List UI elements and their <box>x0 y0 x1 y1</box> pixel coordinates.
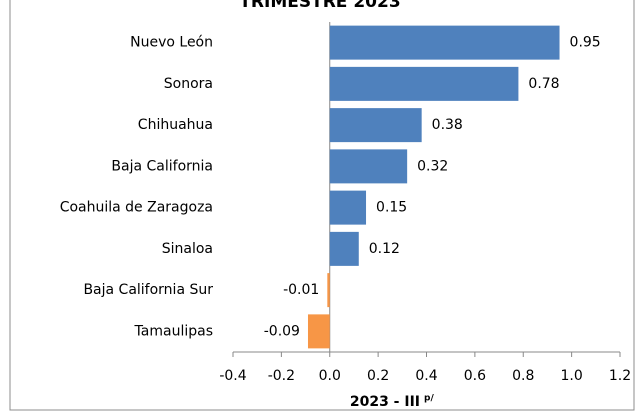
x-tick-label: 0.2 <box>367 368 389 384</box>
bar <box>329 25 560 60</box>
x-tick-label: 0.8 <box>512 368 534 384</box>
chart-frame <box>9 0 635 411</box>
x-tick-label: 1.0 <box>560 368 582 384</box>
value-label: 0.38 <box>432 117 463 133</box>
x-tick-label: -0.2 <box>268 368 295 384</box>
x-tick-label: 0.6 <box>464 368 486 384</box>
chart-title: TRIMESTRE 2023 <box>239 0 400 12</box>
y-tick-label: Baja California <box>111 158 213 174</box>
y-tick-label: Baja California Sur <box>83 282 213 298</box>
bar <box>329 66 519 101</box>
bar <box>329 149 408 184</box>
bar <box>327 273 330 308</box>
x-tick-label: 1.2 <box>609 368 631 384</box>
x-axis-label-note: p/ <box>424 394 434 404</box>
x-tick-label: 0.4 <box>415 368 437 384</box>
value-label: -0.09 <box>264 323 300 339</box>
y-tick-label: Coahuila de Zaragoza <box>60 200 213 216</box>
bar <box>307 314 330 349</box>
x-tick-label: -0.4 <box>219 368 246 384</box>
y-tick-label: Nuevo León <box>130 35 213 51</box>
value-label: 0.95 <box>570 35 601 51</box>
value-label: -0.01 <box>283 282 319 298</box>
y-tick-label: Chihuahua <box>138 117 213 133</box>
y-tick-label: Sonora <box>164 76 213 92</box>
value-label: 0.32 <box>417 158 448 174</box>
y-tick-label: Tamaulipas <box>134 323 213 339</box>
value-label: 0.12 <box>369 241 400 257</box>
value-label: 0.78 <box>528 76 559 92</box>
bar <box>329 190 367 225</box>
x-tick-label: 0.0 <box>319 368 341 384</box>
value-label: 0.15 <box>376 200 407 216</box>
y-tick-label: Sinaloa <box>162 241 213 257</box>
bar <box>329 231 359 266</box>
x-axis-label: 2023 - III <box>350 394 420 410</box>
bar <box>329 108 422 143</box>
